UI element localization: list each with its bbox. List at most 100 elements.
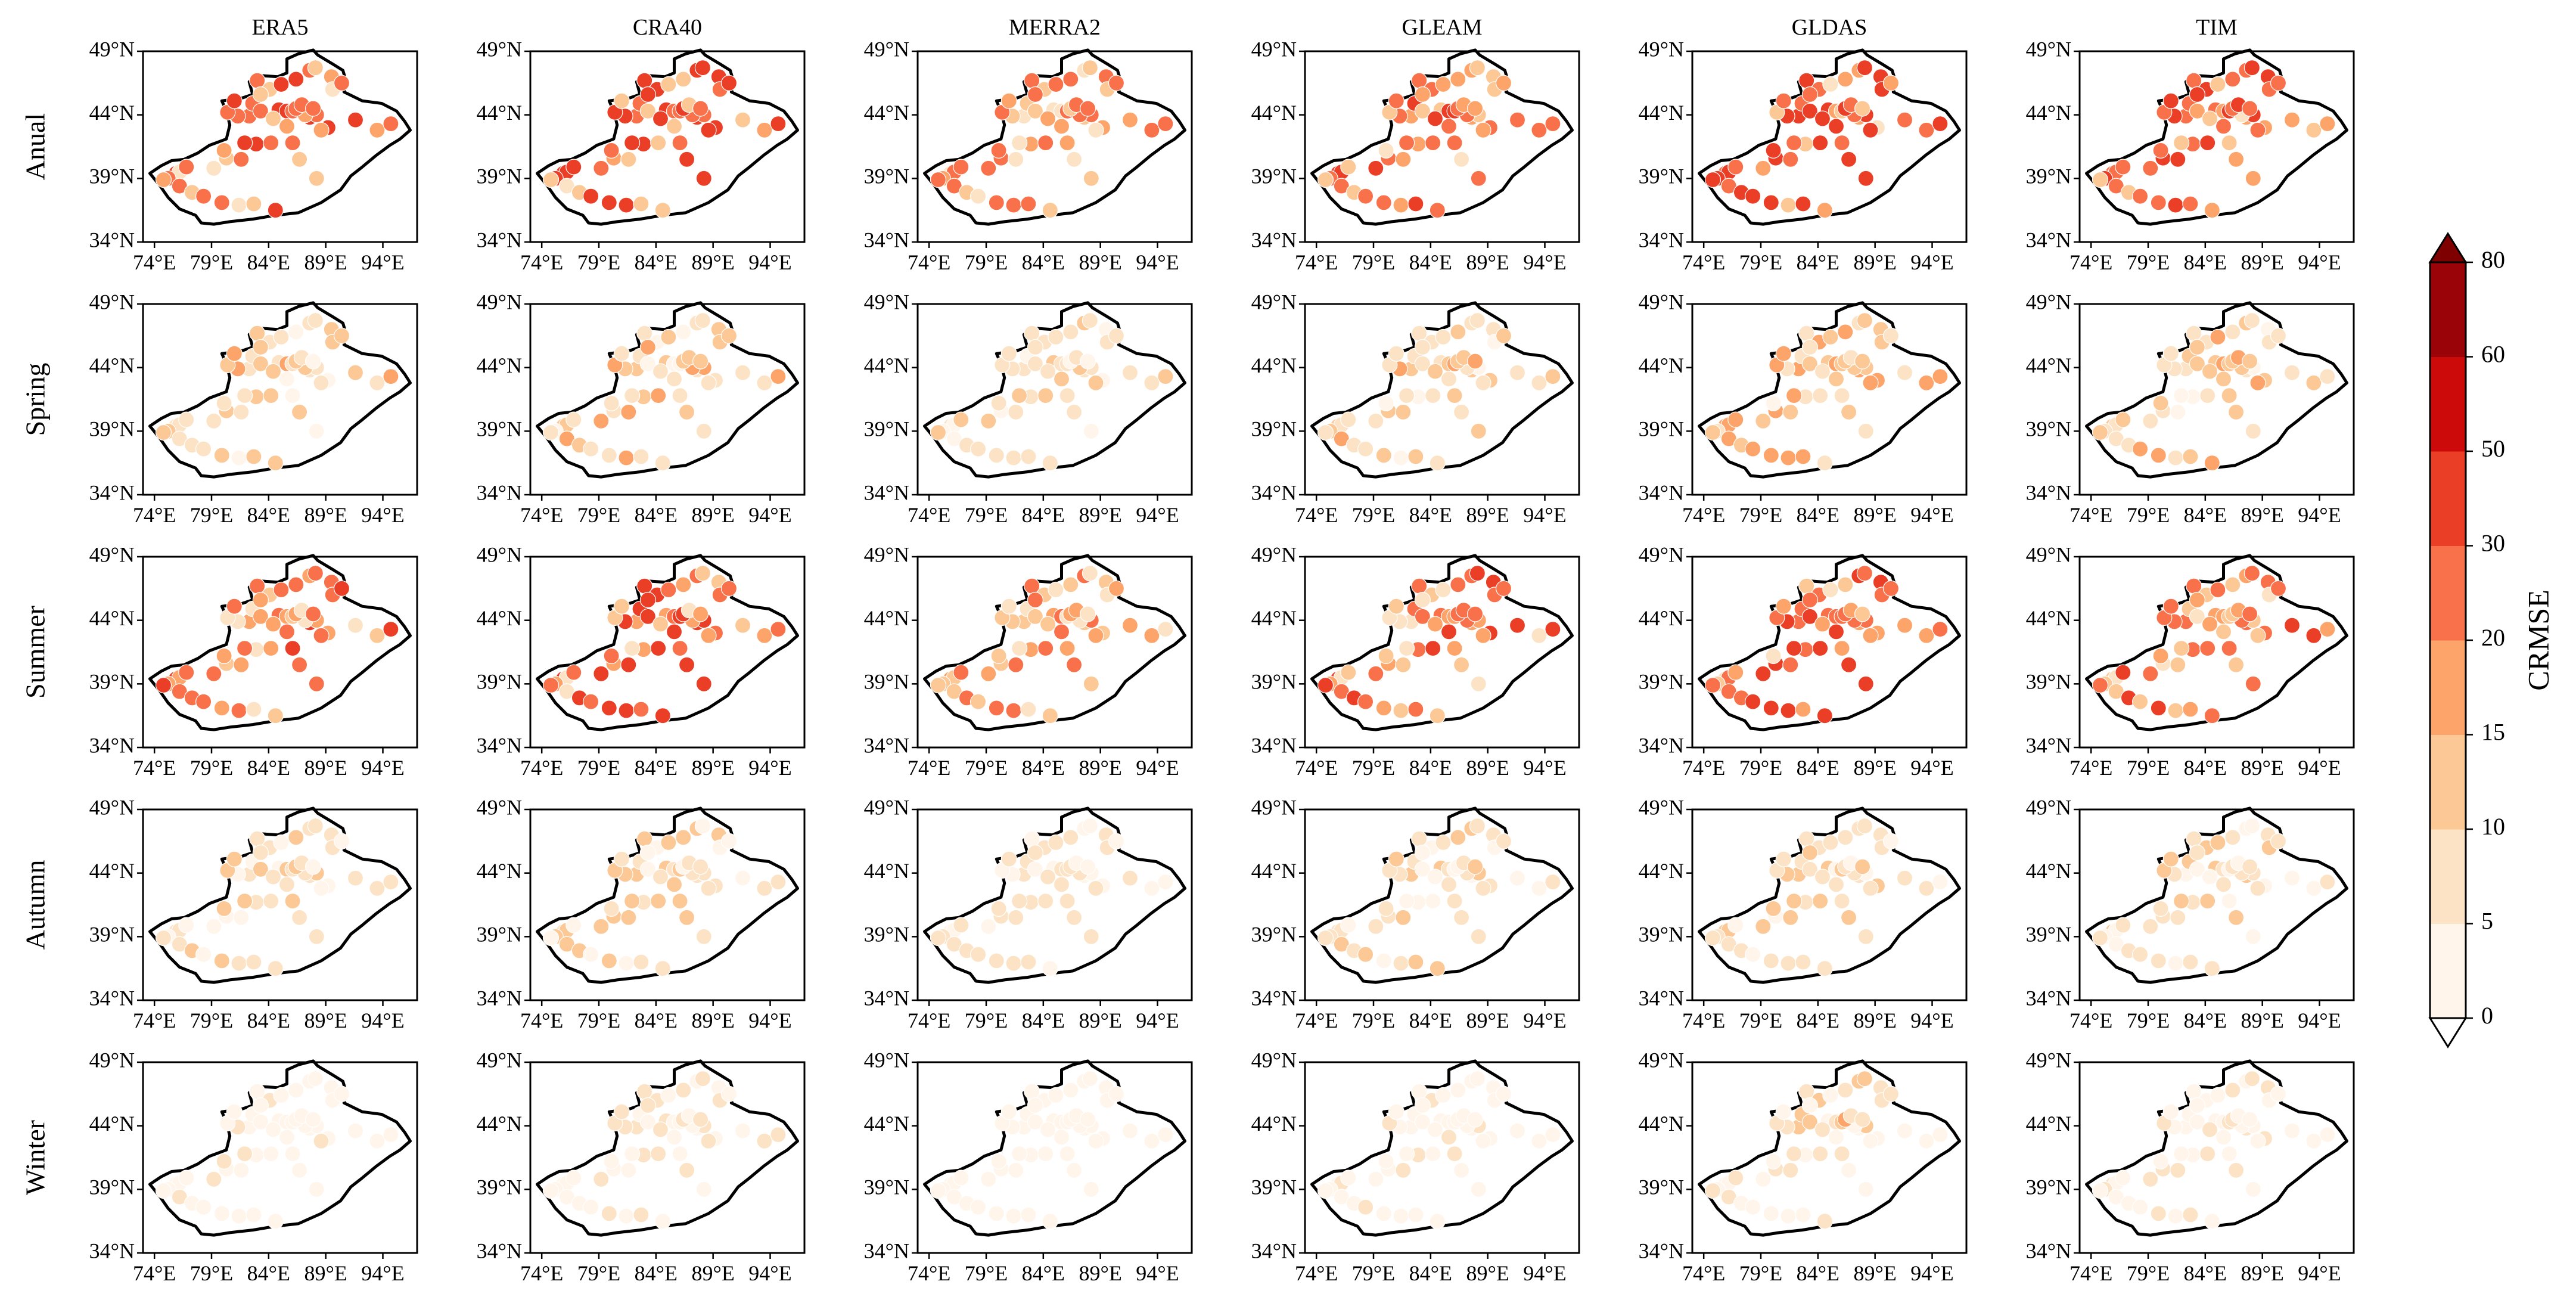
station-point: [1042, 960, 1058, 977]
station-point: [1798, 1083, 1815, 1100]
station-point: [1862, 880, 1879, 896]
station-point: [308, 675, 325, 692]
station-point: [1857, 928, 1874, 945]
station-point: [2186, 1083, 2202, 1100]
station-point: [178, 159, 195, 175]
station-point: [2221, 387, 2238, 404]
station-point: [1841, 151, 1857, 167]
y-tick-label: 44°N: [2026, 1112, 2071, 1136]
station-point: [675, 1082, 692, 1099]
station-point: [1816, 202, 1833, 219]
station-point: [542, 677, 560, 694]
station-point: [1798, 578, 1815, 594]
station-point: [1745, 946, 1761, 963]
station-point: [1393, 702, 1409, 719]
station-point: [1475, 627, 1491, 644]
station-point: [1393, 1208, 1409, 1224]
station-point: [2162, 92, 2179, 109]
station-point: [1446, 387, 1463, 404]
station-point: [1027, 591, 1044, 609]
station-point: [1340, 411, 1357, 428]
station-point: [1896, 364, 1913, 381]
station-point: [970, 188, 987, 204]
station-point: [2204, 960, 2220, 977]
map-panel: 34°N 39°N 44°N 49°N 74°E 79°E 84°E 89°E 94°E: [89, 1048, 418, 1285]
station-point: [1828, 1129, 1845, 1146]
station-point: [2132, 440, 2149, 457]
station-point: [1435, 1087, 1452, 1104]
x-tick-label: 84°E: [247, 250, 290, 274]
station-point: [623, 387, 641, 404]
station-point: [195, 693, 212, 710]
x-tick-label: 89°E: [1853, 1009, 1896, 1032]
y-tick-label: 34°N: [477, 733, 522, 757]
station-point: [2170, 909, 2186, 926]
y-tick-label: 39°N: [89, 165, 135, 188]
colorbar-label: CRMSE: [2521, 590, 2555, 691]
station-point: [2115, 664, 2131, 681]
station-point: [249, 830, 266, 847]
station-point: [601, 447, 617, 464]
x-tick-label: 94°E: [2298, 1009, 2341, 1032]
station-point: [2245, 675, 2261, 692]
y-tick-label: 34°N: [1251, 1239, 1297, 1262]
station-point: [678, 404, 695, 420]
station-point: [284, 640, 301, 657]
y-tick-label: 49°N: [864, 1048, 909, 1072]
station-point: [1317, 424, 1334, 441]
station-point: [2152, 142, 2169, 159]
station-point: [1414, 103, 1431, 119]
station-point: [2210, 76, 2226, 93]
x-tick-label: 84°E: [1409, 1261, 1452, 1285]
station-point: [623, 640, 641, 657]
station-point: [178, 411, 195, 428]
station-point: [1822, 328, 1839, 346]
station-point: [1024, 578, 1040, 594]
station-point: [1042, 1213, 1058, 1230]
station-point: [263, 1145, 279, 1162]
station-point: [770, 621, 787, 638]
station-point: [1121, 111, 1139, 128]
station-point: [2152, 647, 2169, 665]
y-tick-label: 39°N: [864, 670, 909, 694]
station-point: [1378, 1153, 1394, 1170]
station-point: [1786, 1145, 1803, 1162]
x-tick-label: 79°E: [577, 756, 620, 780]
station-point: [633, 1206, 650, 1223]
station-point: [273, 834, 290, 851]
station-point: [2142, 1171, 2159, 1187]
y-tick-label: 44°N: [1251, 1112, 1297, 1136]
station-point: [1425, 135, 1441, 151]
station-point: [1814, 110, 1831, 127]
y-tick-label: 34°N: [864, 228, 909, 252]
station-point: [620, 909, 637, 926]
station-point: [1399, 640, 1415, 657]
x-tick-label: 74°E: [1295, 250, 1338, 274]
station-point: [1782, 909, 1799, 926]
station-point: [2319, 368, 2336, 385]
station-point: [1545, 1126, 1561, 1143]
station-point: [1545, 621, 1561, 638]
x-tick-label: 74°E: [1295, 756, 1338, 780]
station-point: [2182, 196, 2199, 212]
colorbar-tick-label: 80: [2481, 246, 2505, 273]
station-point: [1039, 1121, 1056, 1138]
station-point: [1765, 395, 1782, 412]
station-point: [1027, 1097, 1044, 1114]
station-point: [1020, 954, 1037, 970]
x-tick-label: 94°E: [1910, 756, 1953, 780]
station-point: [565, 1169, 582, 1186]
map-panel: 34°N 39°N 44°N 49°N 74°E 79°E 84°E 89°E 94°E: [864, 1048, 1193, 1285]
station-point: [1121, 364, 1139, 381]
map-panel: 34°N 39°N 44°N 49°N 74°E 79°E 84°E 89°E 94°E: [864, 37, 1193, 274]
map-panel: 34°N 39°N 44°N 49°N 74°E 79°E 84°E 89°E 94°E: [1251, 37, 1580, 274]
station-point: [2224, 829, 2241, 846]
station-point: [1795, 196, 1811, 212]
station-point: [660, 76, 677, 93]
y-tick-label: 49°N: [2026, 290, 2071, 314]
station-point: [1427, 616, 1444, 632]
station-point: [1042, 455, 1058, 471]
station-point: [1011, 135, 1028, 151]
station-point: [333, 1085, 350, 1102]
x-tick-label: 79°E: [577, 503, 620, 527]
